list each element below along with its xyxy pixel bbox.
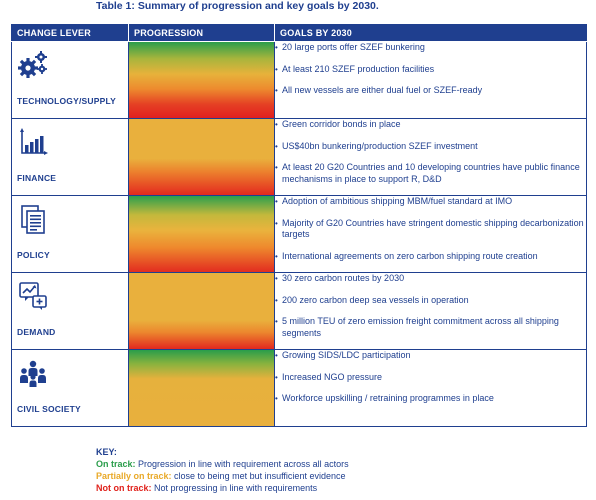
goals-cell: 30 zero carbon routes by 2030 200 zero c… — [274, 272, 587, 350]
table-header-row: CHANGE LEVER PROGRESSION GOALS BY 2030 — [11, 24, 587, 42]
lever-name: CIVIL SOCIETY — [17, 404, 81, 414]
table-row-technology: TECHNOLOGY/SUPPLY 20 large ports offer S… — [11, 41, 587, 119]
goals-cell: Green corridor bonds in place US$40bn bu… — [274, 118, 587, 196]
summary-table: CHANGE LEVER PROGRESSION GOALS BY 2030 — [11, 24, 587, 427]
key-on-track: On track: Progression in line with requi… — [96, 458, 349, 470]
lever-cell: POLICY — [11, 195, 129, 273]
progression-gradient — [129, 350, 274, 426]
goals-cell: Growing SIDS/LDC participation Increased… — [274, 349, 587, 427]
goal-item: Growing SIDS/LDC participation — [275, 350, 586, 362]
key-not-desc: Not progressing in line with requirement… — [151, 483, 318, 493]
gears-icon — [18, 51, 47, 78]
key-partial-label: Partially on track: — [96, 471, 172, 481]
goal-item: Increased NGO pressure — [275, 372, 586, 384]
progression-gradient — [129, 273, 274, 349]
header-goals: GOALS BY 2030 — [274, 24, 587, 42]
documents-icon — [21, 205, 45, 234]
table-title: Table 1: Summary of progression and key … — [96, 0, 379, 12]
progression-cell — [128, 118, 275, 196]
key-partially-on-track: Partially on track: close to being met b… — [96, 470, 349, 482]
key-on-track-desc: Progression in line with requirement acr… — [135, 459, 349, 469]
lever-name: DEMAND — [17, 327, 56, 337]
lever-name: TECHNOLOGY/SUPPLY — [17, 96, 116, 106]
table-row-policy: POLICY Adoption of ambitious shipping MB… — [11, 195, 587, 273]
header-progression: PROGRESSION — [128, 24, 275, 42]
table-row-demand: DEMAND 30 zero carbon routes by 2030 200… — [11, 272, 587, 350]
goal-item: 30 zero carbon routes by 2030 — [275, 273, 586, 285]
legend-key: KEY: On track: Progression in line with … — [96, 446, 349, 494]
bar-chart-icon — [20, 128, 48, 155]
goal-item: 200 zero carbon deep sea vessels in oper… — [275, 295, 586, 307]
key-not-on-track: Not on track: Not progressing in line wi… — [96, 482, 349, 494]
table-row-finance: FINANCE Green corridor bonds in place US… — [11, 118, 587, 196]
trend-chat-icon — [19, 282, 47, 310]
goal-item: At least 20 G20 Countries and 10 develop… — [275, 162, 586, 185]
goal-item: Green corridor bonds in place — [275, 119, 586, 131]
lever-cell: CIVIL SOCIETY — [11, 349, 129, 427]
progression-cell — [128, 41, 275, 119]
key-partial-desc: close to being met but insufficient evid… — [171, 471, 346, 481]
lever-cell: DEMAND — [11, 272, 129, 350]
progression-gradient — [129, 42, 274, 118]
progression-cell — [128, 195, 275, 273]
progression-cell — [128, 349, 275, 427]
key-not-label: Not on track: — [96, 483, 152, 493]
lever-name: FINANCE — [17, 173, 57, 183]
goals-cell: 20 large ports offer SZEF bunkering At l… — [274, 41, 587, 119]
lever-name: POLICY — [17, 250, 50, 260]
key-on-track-label: On track: — [96, 459, 136, 469]
goal-item: At least 210 SZEF production facilities — [275, 64, 586, 76]
goal-item: Workforce upskilling / retraining progra… — [275, 393, 586, 405]
goal-item: US$40bn bunkering/production SZEF invest… — [275, 141, 586, 153]
table-row-civil-society: CIVIL SOCIETY Growing SIDS/LDC participa… — [11, 349, 587, 427]
progression-gradient — [129, 196, 274, 272]
people-icon — [20, 360, 46, 387]
header-change-lever: CHANGE LEVER — [11, 24, 129, 42]
progression-gradient — [129, 119, 274, 195]
key-title: KEY: — [96, 447, 117, 457]
goals-cell: Adoption of ambitious shipping MBM/fuel … — [274, 195, 587, 273]
goal-item: All new vessels are either dual fuel or … — [275, 85, 586, 97]
lever-cell: TECHNOLOGY/SUPPLY — [11, 41, 129, 119]
goal-item: 5 million TEU of zero emission freight c… — [275, 316, 586, 339]
goal-item: International agreements on zero carbon … — [275, 251, 586, 263]
goal-item: Adoption of ambitious shipping MBM/fuel … — [275, 196, 586, 208]
goal-item: 20 large ports offer SZEF bunkering — [275, 42, 586, 54]
lever-cell: FINANCE — [11, 118, 129, 196]
goal-item: Majority of G20 Countries have stringent… — [275, 218, 586, 241]
progression-cell — [128, 272, 275, 350]
